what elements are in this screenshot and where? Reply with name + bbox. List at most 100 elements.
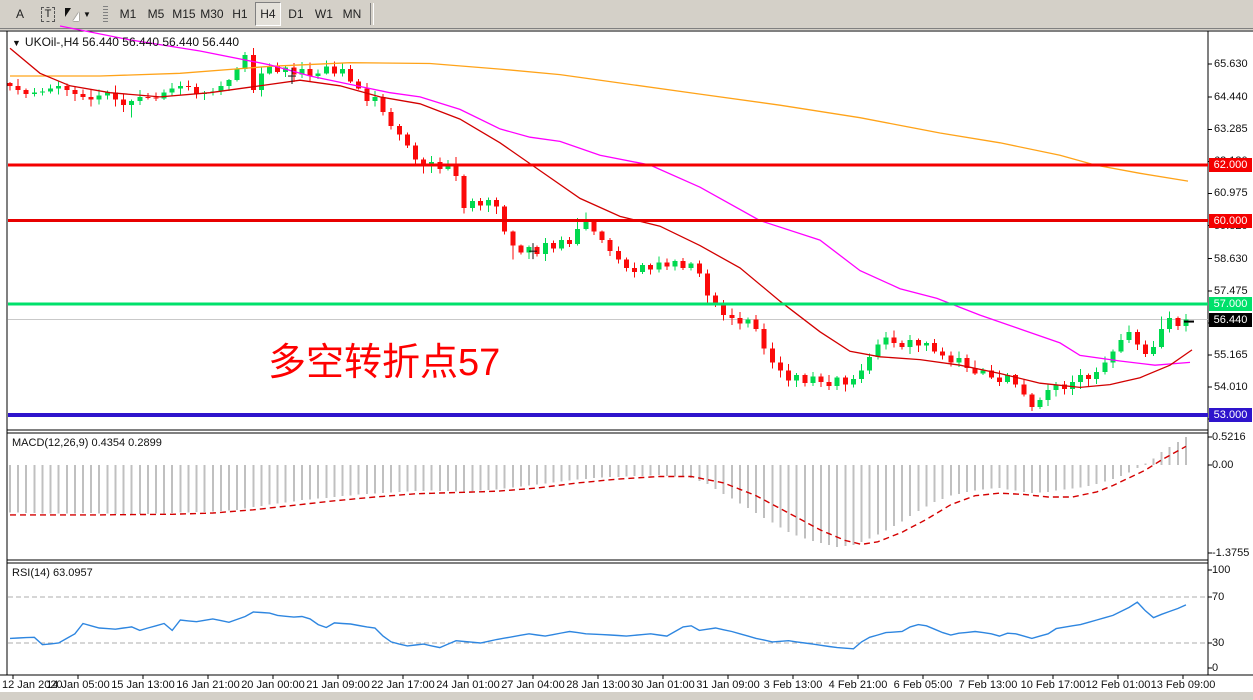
candle-body[interactable] — [850, 379, 856, 385]
candle-body[interactable] — [972, 367, 978, 374]
candle-body[interactable] — [31, 92, 37, 95]
candle-body[interactable] — [883, 337, 889, 345]
candle-body[interactable] — [340, 69, 346, 74]
candle-body[interactable] — [842, 377, 848, 385]
candle-body[interactable] — [1061, 384, 1067, 389]
candle-body[interactable] — [875, 344, 881, 357]
candle-body[interactable] — [786, 370, 792, 381]
candle-body[interactable] — [802, 374, 808, 384]
candle-body[interactable] — [704, 273, 710, 296]
candle-body[interactable] — [745, 319, 751, 324]
candle-body[interactable] — [907, 340, 913, 348]
candle-body[interactable] — [1110, 351, 1116, 363]
candle-body[interactable] — [48, 88, 54, 92]
ma-slow-orange[interactable] — [10, 62, 1189, 182]
candle-body[interactable] — [713, 295, 719, 304]
symbol-dropdown-icon[interactable]: ▼ — [12, 38, 21, 48]
candle-body[interactable] — [177, 85, 183, 89]
candle-body[interactable] — [761, 329, 767, 349]
candle-body[interactable] — [80, 94, 86, 97]
candle-body[interactable] — [88, 96, 94, 100]
candle-body[interactable] — [542, 242, 548, 254]
candle-body[interactable] — [421, 159, 427, 167]
candle-body[interactable] — [348, 69, 354, 82]
candle-body[interactable] — [396, 126, 402, 135]
candle-body[interactable] — [518, 245, 524, 253]
candle-body[interactable] — [64, 85, 70, 90]
candle-body[interactable] — [923, 342, 929, 346]
candle-body[interactable] — [867, 356, 873, 371]
candle-body[interactable] — [615, 251, 621, 260]
ma-mid-magenta[interactable] — [59, 25, 1191, 366]
candle-body[interactable] — [372, 96, 378, 102]
candle-body[interactable] — [364, 88, 370, 102]
candle-body[interactable] — [1175, 317, 1181, 327]
candle-body[interactable] — [696, 263, 702, 274]
candle-body[interactable] — [899, 342, 905, 348]
candle-body[interactable] — [1118, 340, 1124, 352]
candle-body[interactable] — [153, 97, 159, 99]
candle-body[interactable] — [72, 89, 78, 95]
candle-body[interactable] — [891, 337, 897, 343]
candle-body[interactable] — [380, 96, 386, 113]
candle-body[interactable] — [526, 247, 532, 253]
candle-body[interactable] — [631, 267, 637, 273]
candle-body[interactable] — [558, 240, 564, 249]
candle-body[interactable] — [1126, 331, 1132, 341]
candle-body[interactable] — [299, 69, 305, 75]
candle-body[interactable] — [169, 88, 175, 93]
candle-body[interactable] — [1021, 384, 1027, 395]
candle-body[interactable] — [121, 99, 127, 106]
timeframe-button-W1[interactable]: W1 — [314, 7, 333, 21]
candle-body[interactable] — [1045, 390, 1051, 400]
annotation-text[interactable]: 多空转折点57 — [268, 342, 501, 384]
candle-body[interactable] — [242, 55, 248, 70]
candle-body[interactable] — [1134, 331, 1140, 345]
candle-body[interactable] — [826, 381, 832, 387]
candle-body[interactable] — [1183, 319, 1189, 327]
candle-body[interactable] — [591, 221, 597, 232]
candle-body[interactable] — [194, 87, 200, 95]
candle-body[interactable] — [575, 228, 581, 245]
candle-body[interactable] — [267, 66, 273, 74]
candle-body[interactable] — [672, 260, 678, 267]
candle-body[interactable] — [1159, 329, 1165, 348]
timeframe-button-MN[interactable]: MN — [342, 7, 362, 21]
timeframe-button-M30[interactable]: M30 — [200, 7, 224, 21]
toolbar-drag-handle[interactable] — [102, 4, 108, 24]
candle-body[interactable] — [996, 377, 1002, 382]
candle-body[interactable] — [794, 374, 800, 381]
candle-body[interactable] — [534, 247, 540, 254]
candle-body[interactable] — [510, 231, 516, 246]
candle-body[interactable] — [23, 89, 29, 95]
candle-body[interactable] — [234, 69, 240, 81]
candle-body[interactable] — [469, 201, 475, 209]
candle-body[interactable] — [648, 265, 654, 270]
candle-body[interactable] — [859, 370, 865, 380]
candle-body[interactable] — [1037, 399, 1043, 407]
candle-body[interactable] — [315, 73, 321, 77]
candle-body[interactable] — [721, 304, 727, 316]
timeframe-button-M5[interactable]: M5 — [147, 7, 165, 21]
ma-fast-red[interactable] — [9, 47, 1193, 389]
candle-body[interactable] — [331, 66, 337, 74]
candle-body[interactable] — [356, 81, 362, 89]
candle-body[interactable] — [96, 95, 102, 100]
candle-body[interactable] — [777, 362, 783, 371]
candle-body[interactable] — [680, 260, 686, 268]
candle-body[interactable] — [388, 112, 394, 127]
timeframe-button-M15[interactable]: M15 — [172, 7, 196, 21]
candle-body[interactable] — [112, 92, 118, 100]
candle-body[interactable] — [161, 92, 167, 99]
candle-body[interactable] — [810, 376, 816, 384]
candle-body[interactable] — [753, 319, 759, 330]
candle-body[interactable] — [413, 145, 418, 160]
candle-body[interactable] — [599, 231, 605, 241]
candle-body[interactable] — [834, 377, 840, 387]
candle-body[interactable] — [145, 96, 151, 98]
candle-body[interactable] — [485, 199, 491, 206]
candle-body[interactable] — [1102, 362, 1108, 373]
candle-body[interactable] — [640, 265, 646, 273]
candle-body[interactable] — [494, 199, 500, 207]
